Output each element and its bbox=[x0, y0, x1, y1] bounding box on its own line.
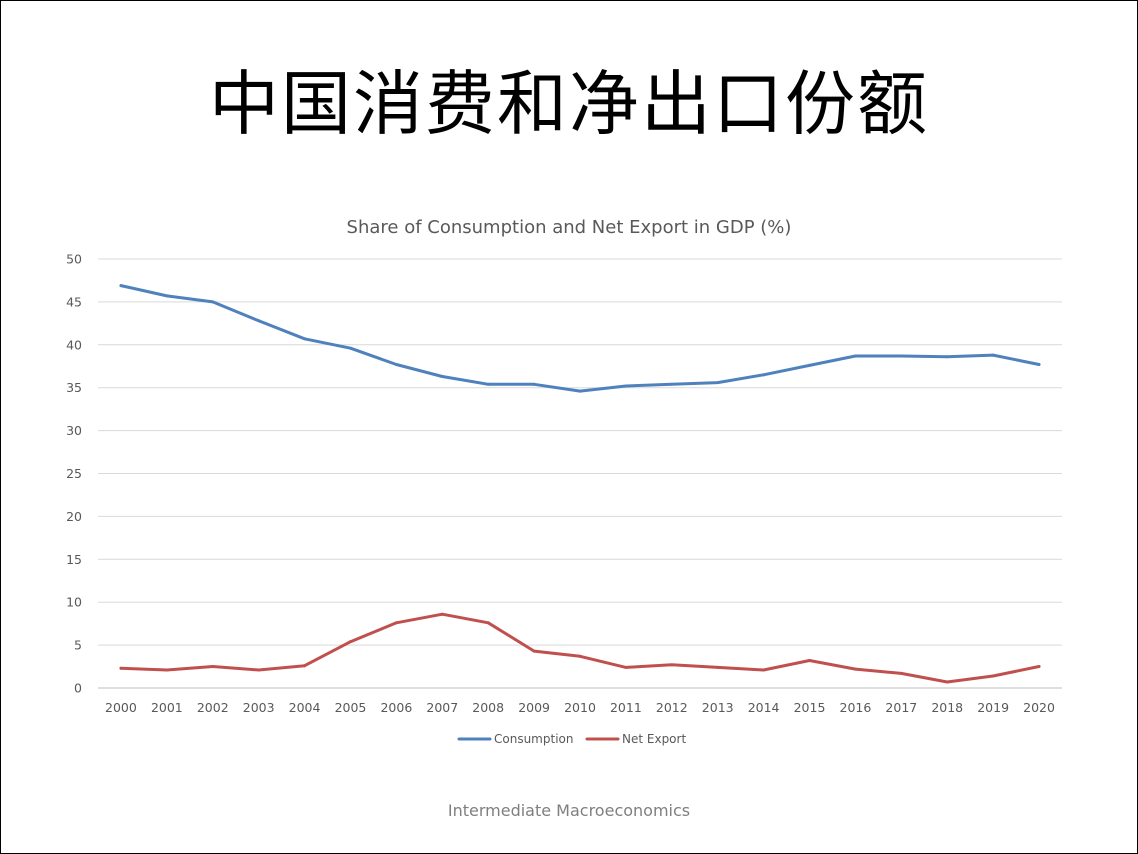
x-tick-label: 2019 bbox=[977, 700, 1009, 715]
data-point-net-export bbox=[119, 666, 123, 670]
x-tick-label: 2009 bbox=[518, 700, 550, 715]
x-tick-label: 2016 bbox=[840, 700, 872, 715]
data-point-consumption bbox=[532, 382, 536, 386]
x-tick-label: 2008 bbox=[472, 700, 504, 715]
x-axis-tick-labels: 2000 2001 2002 2003 2004 2005 2006 2007 2008 2009… bbox=[105, 700, 1055, 715]
data-point-consumption bbox=[165, 294, 169, 298]
data-point-net-export bbox=[624, 665, 628, 669]
data-point-consumption bbox=[670, 382, 674, 386]
footer-text: Intermediate Macroeconomics bbox=[447, 801, 691, 820]
data-point-net-export bbox=[486, 621, 490, 625]
x-tick-label: 2018 bbox=[931, 700, 963, 715]
x-tick-label: 2020 bbox=[1023, 700, 1055, 715]
data-point-consumption bbox=[486, 382, 490, 386]
data-point-consumption bbox=[348, 346, 352, 350]
data-point-consumption bbox=[1037, 363, 1041, 367]
x-tick-label: 2012 bbox=[656, 700, 688, 715]
data-point-consumption bbox=[440, 375, 444, 379]
data-point-net-export bbox=[578, 654, 582, 658]
data-point-consumption bbox=[394, 363, 398, 367]
data-point-consumption bbox=[303, 337, 307, 341]
data-point-net-export bbox=[853, 667, 857, 671]
data-point-net-export bbox=[348, 640, 352, 644]
data-point-net-export bbox=[808, 659, 812, 663]
x-tick-label: 2000 bbox=[105, 700, 137, 715]
x-tick-label: 2015 bbox=[794, 700, 826, 715]
legend-label: Net Export bbox=[622, 732, 686, 746]
data-point-consumption bbox=[853, 354, 857, 358]
x-tick-label: 2013 bbox=[702, 700, 734, 715]
data-point-net-export bbox=[1037, 665, 1041, 669]
y-tick-label: 25 bbox=[66, 466, 82, 481]
y-tick-label: 35 bbox=[66, 380, 82, 395]
slide-title: 中国消费和净出口份额 bbox=[209, 63, 929, 145]
gridlines bbox=[98, 258, 1062, 646]
data-point-net-export bbox=[899, 671, 903, 675]
data-point-consumption bbox=[808, 363, 812, 367]
x-tick-label: 2001 bbox=[151, 700, 183, 715]
data-point-net-export bbox=[165, 668, 169, 672]
data-point-consumption bbox=[257, 319, 261, 323]
x-tick-label: 2011 bbox=[610, 700, 642, 715]
y-tick-label: 5 bbox=[74, 638, 82, 653]
x-tick-label: 2005 bbox=[335, 700, 367, 715]
y-tick-label: 40 bbox=[66, 337, 82, 352]
data-point-consumption bbox=[119, 284, 123, 288]
y-tick-label: 50 bbox=[66, 252, 82, 267]
data-point-consumption bbox=[624, 384, 628, 388]
y-axis-tick-labels: 0 5 10 15 20 25 30 35 40 45 50 bbox=[66, 252, 82, 696]
x-tick-label: 2010 bbox=[564, 700, 596, 715]
y-tick-label: 45 bbox=[66, 294, 82, 309]
y-tick-label: 15 bbox=[66, 552, 82, 567]
data-point-net-export bbox=[303, 664, 307, 668]
data-point-consumption bbox=[945, 355, 949, 359]
data-point-net-export bbox=[394, 621, 398, 625]
data-point-net-export bbox=[991, 674, 995, 678]
x-tick-label: 2007 bbox=[426, 700, 458, 715]
y-tick-label: 10 bbox=[66, 595, 82, 610]
x-tick-label: 2004 bbox=[289, 700, 321, 715]
data-point-net-export bbox=[257, 668, 261, 672]
y-tick-label: 0 bbox=[74, 681, 82, 696]
data-point-consumption bbox=[578, 389, 582, 393]
y-tick-label: 20 bbox=[66, 509, 82, 524]
x-tick-label: 2002 bbox=[197, 700, 229, 715]
data-point-consumption bbox=[716, 381, 720, 385]
data-point-consumption bbox=[899, 354, 903, 358]
x-tick-label: 2006 bbox=[380, 700, 412, 715]
data-point-net-export bbox=[762, 668, 766, 672]
x-tick-label: 2014 bbox=[748, 700, 780, 715]
y-tick-label: 30 bbox=[66, 423, 82, 438]
data-point-consumption bbox=[211, 300, 215, 304]
data-point-consumption bbox=[762, 373, 766, 377]
x-tick-label: 2003 bbox=[243, 700, 275, 715]
x-tick-label: 2017 bbox=[885, 700, 917, 715]
chart-title: Share of Consumption and Net Export in G… bbox=[347, 217, 792, 238]
legend: Consumption Net Export bbox=[457, 732, 686, 746]
series-lines bbox=[119, 284, 1041, 684]
series-line-net-export bbox=[119, 612, 1041, 684]
data-point-net-export bbox=[670, 663, 674, 667]
data-point-net-export bbox=[211, 665, 215, 669]
data-point-net-export bbox=[945, 680, 949, 684]
legend-label: Consumption bbox=[494, 732, 573, 746]
data-point-net-export bbox=[440, 612, 444, 616]
data-point-consumption bbox=[991, 353, 995, 357]
data-point-net-export bbox=[532, 649, 536, 653]
data-point-net-export bbox=[716, 665, 720, 669]
